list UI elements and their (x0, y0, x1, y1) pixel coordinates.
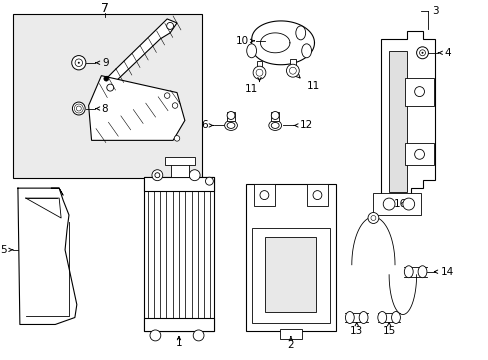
Text: 3: 3 (431, 6, 438, 16)
Bar (280, 329, 301, 339)
Ellipse shape (404, 266, 412, 278)
Bar (271, 112, 279, 121)
Circle shape (419, 50, 425, 56)
Circle shape (414, 87, 424, 96)
Polygon shape (103, 19, 177, 91)
Circle shape (370, 216, 375, 220)
Polygon shape (381, 31, 434, 205)
Ellipse shape (301, 44, 311, 58)
Circle shape (256, 69, 263, 76)
Bar (253, 184, 275, 206)
Text: 11: 11 (244, 84, 258, 94)
Circle shape (189, 170, 200, 181)
Circle shape (72, 55, 86, 70)
Circle shape (174, 136, 180, 141)
Circle shape (78, 62, 80, 64)
Bar (373, 193, 420, 215)
Ellipse shape (358, 311, 367, 324)
Circle shape (72, 102, 85, 115)
Text: 8: 8 (101, 104, 108, 113)
Ellipse shape (417, 266, 426, 278)
Circle shape (152, 170, 163, 181)
Bar (245, 184, 335, 332)
Circle shape (253, 66, 265, 79)
Text: 14: 14 (440, 267, 453, 277)
Circle shape (271, 112, 279, 120)
Ellipse shape (268, 121, 281, 130)
Circle shape (416, 47, 427, 59)
Ellipse shape (246, 44, 256, 58)
Bar (143, 177, 214, 191)
Bar (165, 157, 194, 165)
Text: 2: 2 (287, 340, 294, 350)
Circle shape (289, 67, 296, 74)
Circle shape (150, 330, 161, 341)
Circle shape (75, 59, 82, 67)
Circle shape (193, 330, 203, 341)
Ellipse shape (391, 311, 400, 324)
Circle shape (226, 112, 234, 120)
Circle shape (260, 190, 268, 199)
Text: 1: 1 (175, 338, 182, 348)
Circle shape (155, 173, 160, 178)
Text: 5: 5 (0, 245, 7, 255)
Text: 15: 15 (382, 327, 395, 337)
Text: 4: 4 (443, 48, 450, 58)
Text: 6: 6 (201, 121, 207, 130)
Bar (256, 61, 262, 73)
Bar (289, 59, 295, 71)
Circle shape (205, 177, 213, 185)
Bar (171, 159, 188, 177)
Polygon shape (88, 76, 184, 140)
Circle shape (383, 198, 394, 210)
Text: 10: 10 (235, 36, 248, 46)
Circle shape (421, 52, 423, 54)
Bar (306, 184, 327, 206)
Circle shape (166, 22, 173, 30)
Circle shape (103, 76, 108, 81)
Bar (404, 143, 433, 165)
Bar (13, 14, 201, 178)
Ellipse shape (226, 122, 234, 129)
Circle shape (106, 84, 113, 91)
Text: 12: 12 (299, 121, 312, 130)
Text: 9: 9 (102, 58, 109, 68)
Text: 7: 7 (101, 3, 109, 15)
Ellipse shape (295, 26, 305, 40)
Bar (226, 112, 234, 121)
Text: 13: 13 (349, 327, 363, 337)
Bar (265, 237, 316, 311)
Text: 16: 16 (393, 199, 407, 209)
Ellipse shape (224, 121, 237, 130)
Circle shape (286, 64, 299, 77)
Circle shape (402, 198, 414, 210)
Bar (404, 78, 433, 105)
Text: 11: 11 (306, 81, 319, 91)
Circle shape (367, 212, 378, 224)
Circle shape (164, 93, 170, 98)
Bar (143, 318, 214, 332)
Ellipse shape (271, 122, 279, 129)
Circle shape (172, 103, 178, 108)
Circle shape (312, 190, 321, 199)
Ellipse shape (345, 311, 353, 324)
Polygon shape (388, 51, 406, 192)
Bar (143, 177, 214, 332)
Ellipse shape (377, 311, 386, 324)
Bar (251, 228, 329, 324)
Circle shape (414, 149, 424, 159)
